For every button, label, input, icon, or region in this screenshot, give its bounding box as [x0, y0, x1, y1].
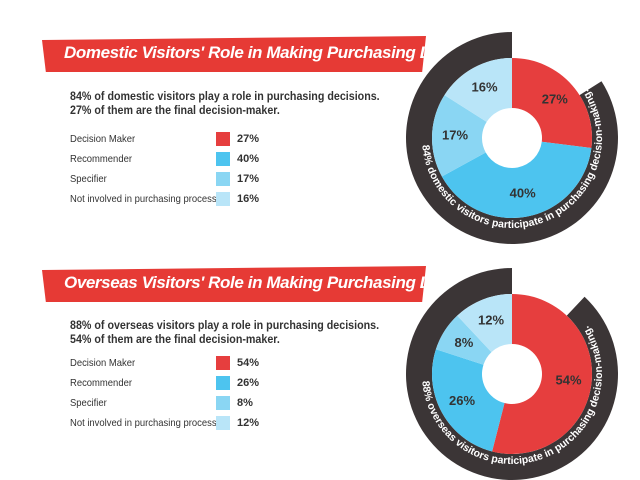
overseas-legend-row-not-involved: Not involved in purchasing process 12% — [70, 414, 270, 434]
legend-swatch — [216, 416, 230, 430]
domestic-title: Domestic Visitors' Role in Making Purcha… — [64, 43, 497, 62]
domestic-legend-row-decision-maker: Decision Maker 27% — [70, 130, 270, 150]
slice-value-label: 17% — [442, 128, 468, 143]
legend-swatch — [216, 172, 230, 186]
legend-value: 8% — [237, 397, 253, 409]
slice-value-label: 16% — [472, 79, 498, 94]
overseas-description-line-1: 88% of overseas visitors play a role in … — [70, 320, 380, 332]
pie-slice-recommender — [432, 349, 505, 452]
overseas-legend-row-decision-maker: Decision Maker 54% — [70, 354, 270, 374]
legend-swatch — [216, 396, 230, 410]
legend-label: Recommender — [70, 377, 132, 389]
slice-value-label: 12% — [478, 312, 504, 327]
legend-value: 40% — [237, 153, 260, 165]
domestic-legend-row-specifier: Specifier 17% — [70, 170, 270, 190]
legend-label: Recommender — [70, 153, 132, 165]
legend-swatch — [216, 356, 230, 370]
pie-slice-decision — [492, 294, 592, 454]
legend-swatch — [216, 192, 230, 206]
overseas-legend: Decision Maker 54% Recommender 26% Speci… — [70, 354, 270, 434]
legend-value: 16% — [237, 193, 260, 205]
domestic-description-line-1: 84% of domestic visitors play a role in … — [70, 91, 380, 103]
domestic-description: 84% of domestic visitors play a role in … — [70, 90, 380, 118]
pie-slice-specifier — [432, 95, 487, 177]
legend-value: 17% — [237, 173, 260, 185]
overseas-legend-row-recommender: Recommender 26% — [70, 374, 270, 394]
domestic-section: Domestic Visitors' Role in Making Purcha… — [42, 32, 618, 244]
overseas-section: Overseas Visitors' Role in Making Purcha… — [0, 240, 640, 480]
legend-label: Not involved in purchasing process — [70, 417, 217, 429]
domestic-description-line-2: 27% of them are the final decision-maker… — [70, 105, 280, 117]
legend-swatch — [216, 376, 230, 390]
legend-swatch — [216, 152, 230, 166]
legend-value: 12% — [237, 417, 260, 429]
domestic-banner: Domestic Visitors' Role in Making Purcha… — [42, 36, 426, 72]
overseas-donut-chart: 54%26%8%12%88% overseas visitors partici… — [406, 268, 618, 480]
legend-label: Not involved in purchasing process — [70, 193, 217, 205]
overseas-title: Overseas Visitors' Role in Making Purcha… — [64, 273, 497, 292]
slice-value-label: 26% — [449, 393, 475, 408]
slice-value-label: 8% — [454, 335, 473, 350]
domestic-legend: Decision Maker 27% Recommender 40% Speci… — [70, 130, 270, 210]
domestic-donut-chart: 27%40%17%16%84% domestic visitors partic… — [406, 32, 618, 244]
legend-label: Specifier — [70, 173, 107, 185]
overseas-description: 88% of overseas visitors play a role in … — [70, 319, 380, 347]
pie-slice-decision — [512, 58, 592, 149]
pie-slice-not — [444, 58, 512, 122]
pie-slice-specifier — [435, 315, 492, 365]
legend-value: 26% — [237, 377, 260, 389]
legend-value: 54% — [237, 357, 260, 369]
slice-value-label: 54% — [556, 373, 582, 388]
legend-label: Decision Maker — [70, 133, 136, 145]
overseas-banner: Overseas Visitors' Role in Making Purcha… — [42, 266, 426, 302]
legend-value: 27% — [237, 133, 260, 145]
legend-label: Decision Maker — [70, 357, 136, 369]
overseas-description-line-2: 54% of them are the final decision-maker… — [70, 334, 280, 346]
overseas-legend-row-specifier: Specifier 8% — [70, 394, 270, 414]
pie-slice-not — [457, 294, 512, 353]
legend-swatch — [216, 132, 230, 146]
slice-value-label: 40% — [510, 185, 536, 200]
pie-slice-recommender — [441, 141, 592, 218]
domestic-legend-row-not-involved: Not involved in purchasing process 16% — [70, 190, 270, 210]
slice-value-label: 27% — [542, 92, 568, 107]
domestic-legend-row-recommender: Recommender 40% — [70, 150, 270, 170]
legend-label: Specifier — [70, 397, 107, 409]
